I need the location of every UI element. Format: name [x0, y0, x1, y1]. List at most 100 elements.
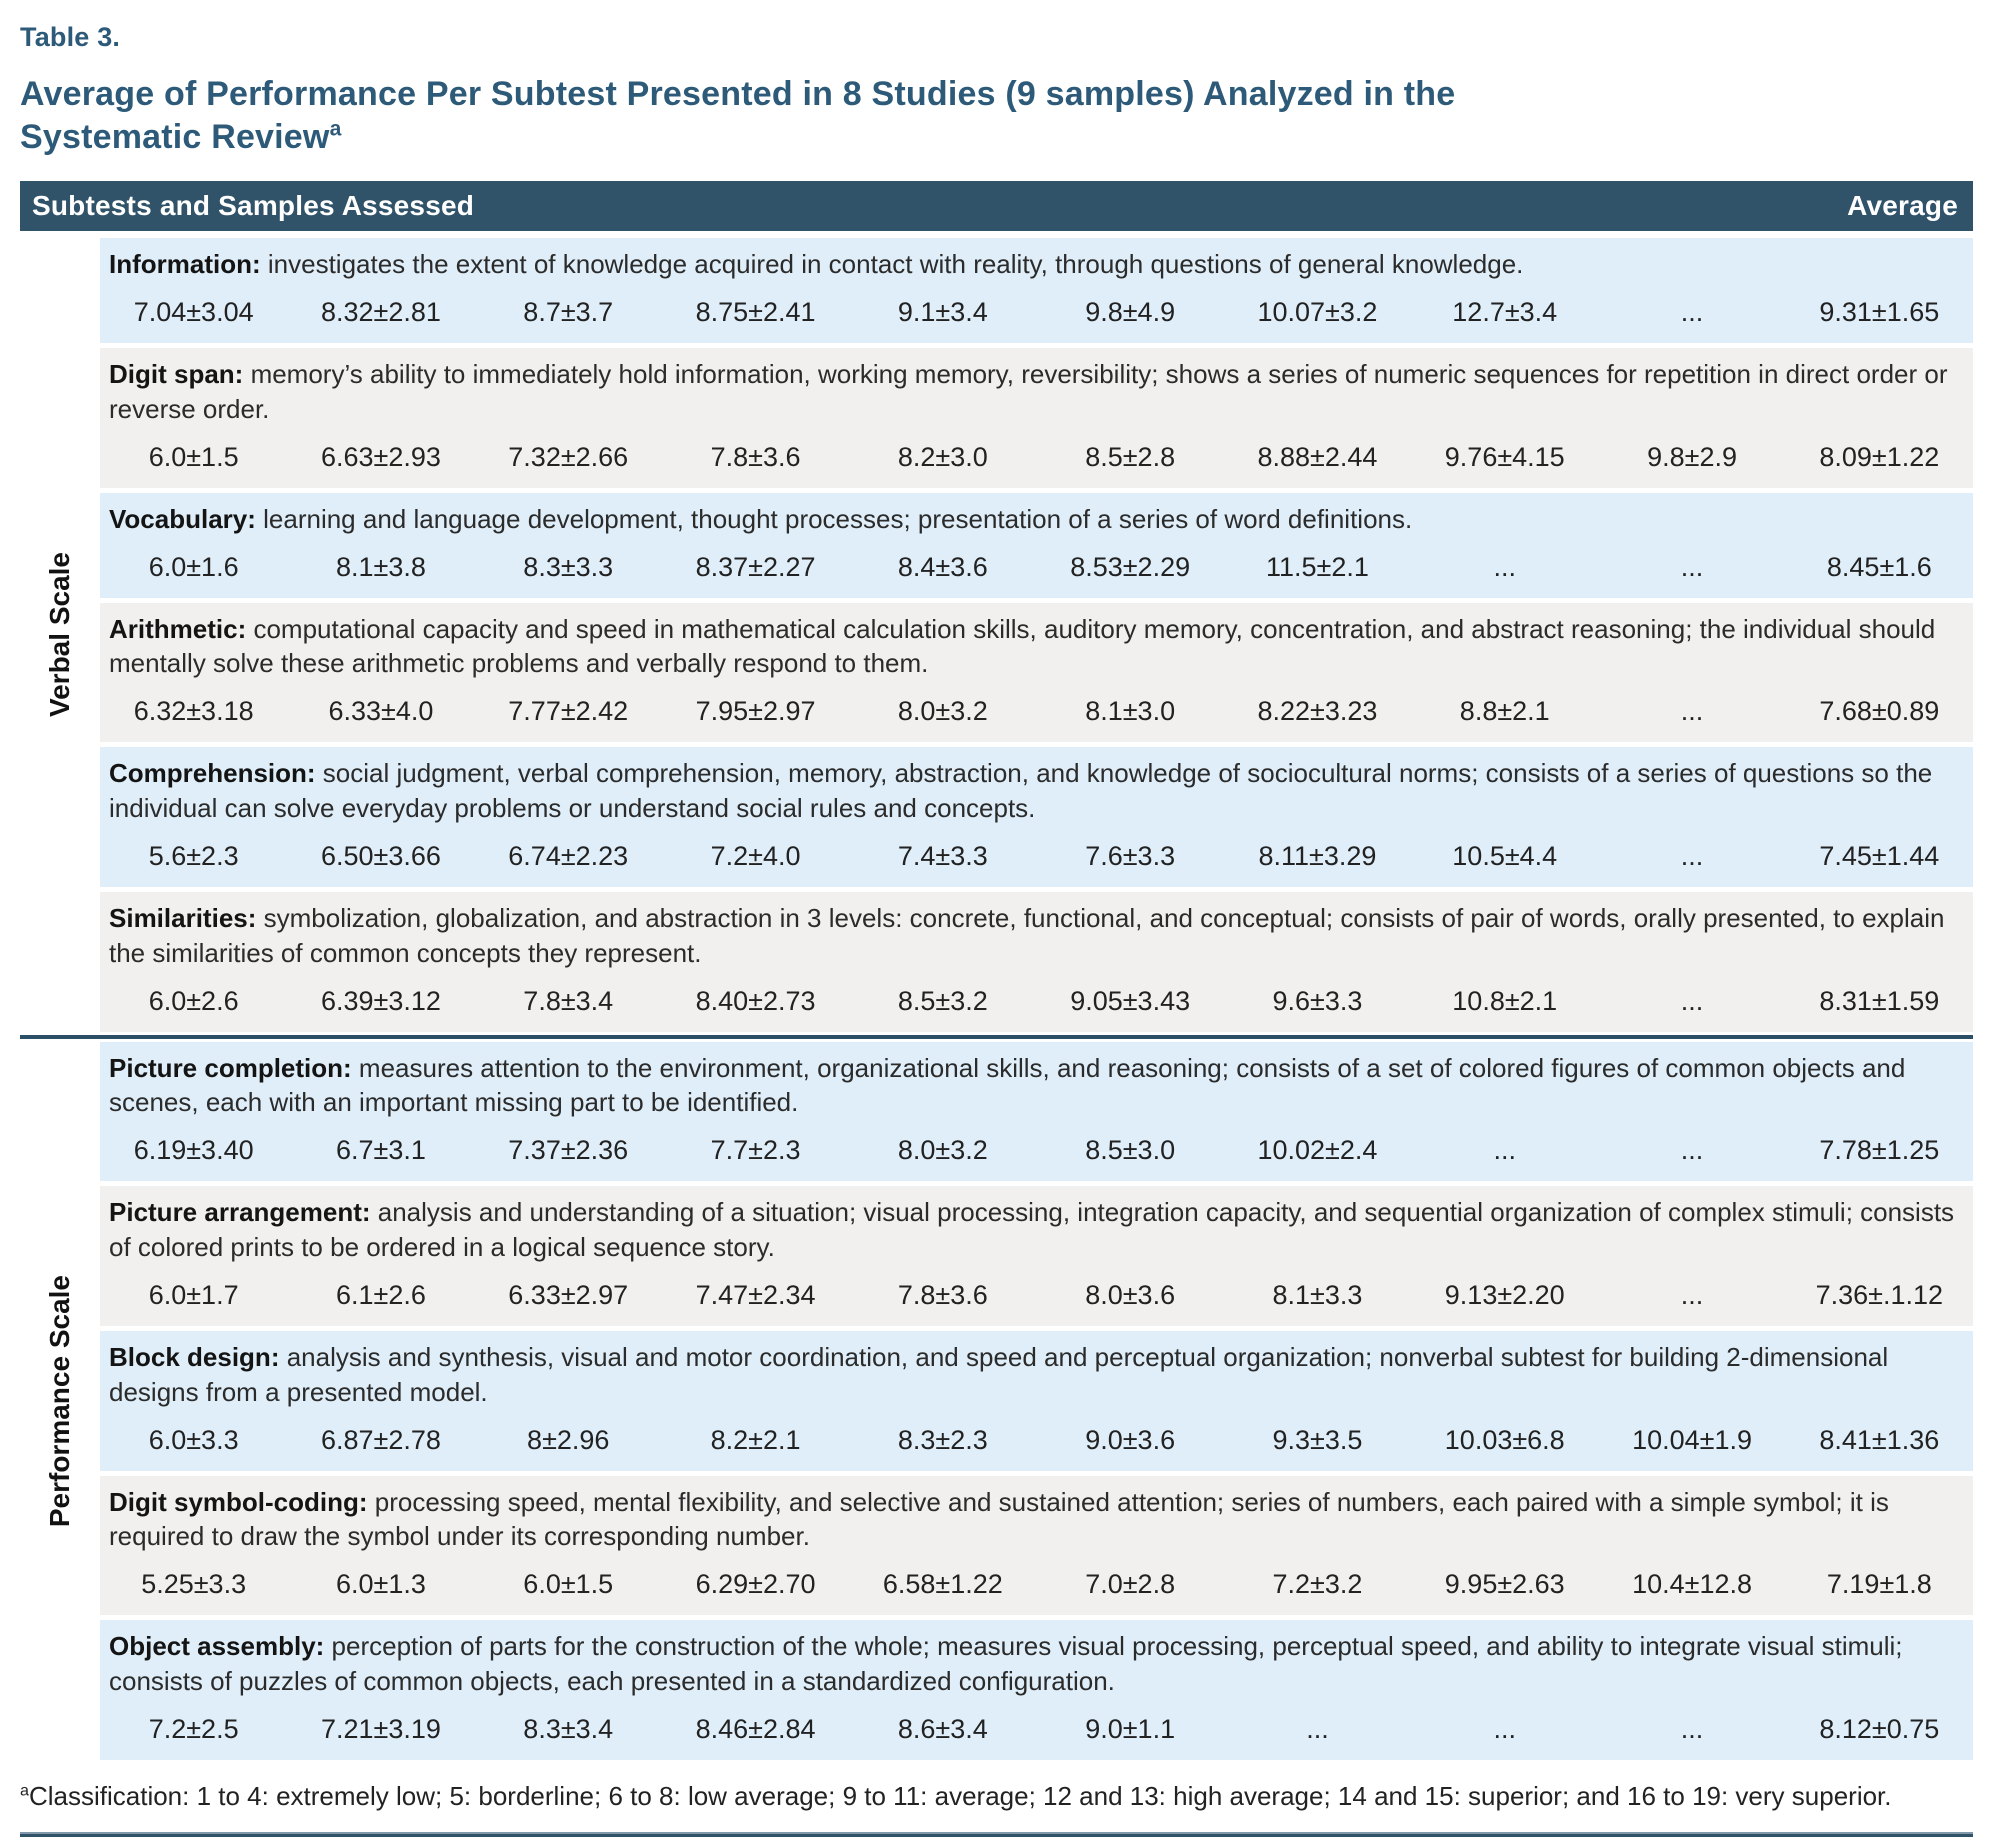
- value-cell: 7.32±2.66: [508, 441, 629, 472]
- performance-scale-rows: Picture completion: measures attention t…: [100, 1041, 1973, 1760]
- value-cell: 8.1±3.8: [336, 551, 426, 582]
- subtest-values-row: 6.0±2.6 6.39±3.12 7.8±3.4 8.40±2.73 8.5±3.2 9…: [100, 973, 1973, 1032]
- value-cell: 7.8±3.6: [897, 1279, 988, 1310]
- value-cell: 8.5±3.0: [1085, 1135, 1176, 1166]
- value-cell: 7.77±2.42: [508, 696, 629, 727]
- value-cell: 7.2±4.0: [710, 840, 801, 871]
- subtest-row-arithmetic: Arithmetic: computational capacity and s…: [100, 602, 1973, 743]
- value-cell: 7.0±2.8: [1085, 1569, 1176, 1600]
- subtest-description: Digit symbol-coding: processing speed, m…: [109, 1486, 1889, 1552]
- subtest-row-picture-arrangement: Picture arrangement: analysis and unders…: [100, 1186, 1973, 1326]
- average-cell: 8.12±0.75: [1819, 1713, 1940, 1744]
- value-cell: 8.11±3.29: [1258, 840, 1377, 871]
- subtest-row-vocabulary: Vocabulary: learning and language develo…: [100, 492, 1973, 598]
- table-title: Average of Performance Per Subtest Prese…: [20, 73, 1510, 159]
- value-cell: 9.1±3.4: [897, 297, 988, 328]
- subtest-values-row: 6.19±3.40 6.7±3.1 7.37±2.36 7.7±2.3 8.0±3.2 8…: [100, 1122, 1973, 1181]
- value-cell: 6.0±1.7: [148, 1279, 239, 1310]
- value-cell: 9.13±2.20: [1444, 1279, 1565, 1310]
- subtest-description: Vocabulary: learning and language develo…: [109, 503, 1413, 534]
- subtest-name: Comprehension:: [109, 758, 316, 789]
- value-cell: ...: [1680, 840, 1704, 871]
- value-cell: ...: [1493, 1713, 1516, 1744]
- value-cell: 7.95±2.97: [695, 696, 816, 727]
- table-header-bar: Subtests and Samples Assessed Average: [20, 181, 1973, 232]
- subtest-description: Picture arrangement: analysis and unders…: [109, 1197, 1955, 1263]
- value-cell: 6.87±2.78: [320, 1424, 441, 1455]
- value-cell: 8.88±2.44: [1257, 441, 1378, 472]
- table-title-text: Average of Performance Per Subtest Prese…: [20, 75, 1456, 157]
- value-cell: 7.7±2.3: [710, 1135, 801, 1166]
- value-cell: 6.1±2.6: [336, 1279, 426, 1310]
- average-cell: 8.41±1.36: [1819, 1424, 1940, 1455]
- value-cell: ...: [1680, 1279, 1704, 1310]
- value-cell: 10.4±12.8: [1632, 1569, 1752, 1600]
- value-cell: 8.75±2.41: [695, 297, 816, 328]
- subtest-row-block-design: Block design: analysis and synthesis, vi…: [100, 1330, 1973, 1471]
- value-cell: 6.32±3.18: [133, 696, 254, 727]
- subtest-name: Vocabulary:: [109, 503, 256, 534]
- value-cell: 6.0±1.5: [523, 1569, 614, 1600]
- subtest-row-similarities: Similarities: symbolization, globalizati…: [100, 891, 1973, 1032]
- value-cell: 6.39±3.12: [320, 985, 441, 1016]
- subtest-name: Picture completion:: [109, 1052, 352, 1083]
- value-cell: 11.5±2.1: [1265, 551, 1369, 582]
- value-cell: 10.03±6.8: [1444, 1424, 1565, 1455]
- performance-scale-section: Performance Scale Picture completion: me…: [20, 1041, 1973, 1760]
- verbal-scale-section: Verbal Scale Information: investigates t…: [20, 238, 1973, 1032]
- value-cell: 9.76±4.15: [1444, 441, 1565, 472]
- value-cell: 6.63±2.93: [320, 441, 441, 472]
- subtest-description: Picture completion: measures attention t…: [109, 1052, 1906, 1118]
- value-cell: 6.0±1.6: [148, 551, 239, 582]
- value-cell: 7.37±2.36: [508, 1135, 629, 1166]
- subtests-table: Subtests and Samples Assessed Average Ve…: [20, 181, 1973, 1760]
- value-cell: 7.21±3.19: [320, 1713, 441, 1744]
- subtest-name: Digit span:: [109, 359, 244, 390]
- value-cell: 5.6±2.3: [148, 840, 239, 871]
- value-cell: 8.1±3.0: [1085, 696, 1176, 727]
- value-cell: 8.0±3.2: [897, 1135, 988, 1166]
- value-cell: ...: [1680, 1135, 1704, 1166]
- value-cell: ...: [1680, 985, 1704, 1016]
- subtest-values-row: 7.2±2.5 7.21±3.19 8.3±3.4 8.46±2.84 8.6±3.4 9…: [100, 1701, 1973, 1760]
- subtest-values-row: 6.0±3.3 6.87±2.78 8±2.96 8.2±2.1 8.3±2.3 9.0±…: [100, 1412, 1973, 1471]
- performance-scale-rail: Performance Scale: [20, 1042, 100, 1760]
- value-cell: 8.6±3.4: [897, 1713, 988, 1744]
- average-cell: 7.36±.1.12: [1815, 1279, 1944, 1310]
- subtest-name: Block design:: [109, 1341, 280, 1372]
- value-cell: 6.0±1.3: [336, 1569, 426, 1600]
- value-cell: 9.0±1.1: [1085, 1713, 1176, 1744]
- footnote-text: Classification: 1 to 4: extremely low; 5…: [28, 1780, 1892, 1811]
- subtest-row-digit-symbol-coding: Digit symbol-coding: processing speed, m…: [100, 1475, 1973, 1616]
- subtest-description: Digit span: memory’s ability to immediat…: [109, 359, 1948, 424]
- value-cell: 9.0±3.6: [1085, 1424, 1176, 1455]
- value-cell: ...: [1680, 1713, 1704, 1744]
- subtest-name: Object assembly:: [109, 1631, 325, 1662]
- value-cell: 7.47±2.34: [695, 1279, 816, 1310]
- table-label: Table 3.: [20, 22, 121, 52]
- value-cell: 9.3±3.5: [1272, 1424, 1363, 1455]
- subtest-name: Digit symbol-coding:: [109, 1486, 368, 1517]
- value-cell: 6.29±2.70: [695, 1569, 816, 1600]
- average-cell: 8.31±1.59: [1819, 985, 1940, 1016]
- subtest-values-row: 6.32±3.18 6.33±4.0 7.77±2.42 7.95±2.97 8.0±3…: [100, 683, 1973, 742]
- footnote: aClassification: 1 to 4: extremely low; …: [20, 1778, 1973, 1816]
- value-cell: 8.3±2.3: [897, 1424, 988, 1455]
- value-cell: 7.2±2.5: [148, 1713, 239, 1744]
- value-cell: 6.33±4.0: [328, 696, 434, 727]
- value-cell: 10.8±2.1: [1452, 985, 1558, 1016]
- performance-scale-label: Performance Scale: [44, 1274, 75, 1527]
- subtest-values-row: 6.0±1.7 6.1±2.6 6.33±2.97 7.47±2.34 7.8±3.6 8…: [100, 1267, 1973, 1326]
- value-cell: 8.37±2.27: [695, 551, 816, 582]
- value-cell: 8.32±2.81: [320, 297, 441, 328]
- value-cell: 6.0±2.6: [148, 985, 239, 1016]
- value-cell: 8.5±3.2: [897, 985, 988, 1016]
- average-cell: 7.68±0.89: [1819, 696, 1940, 727]
- table-title-superscript: a: [329, 117, 342, 141]
- value-cell: 8.0±3.2: [897, 696, 988, 727]
- value-cell: 7.4±3.3: [897, 840, 988, 871]
- average-cell: 8.09±1.22: [1819, 441, 1940, 472]
- value-cell: 10.5±4.4: [1452, 840, 1558, 871]
- value-cell: 9.95±2.63: [1444, 1569, 1565, 1600]
